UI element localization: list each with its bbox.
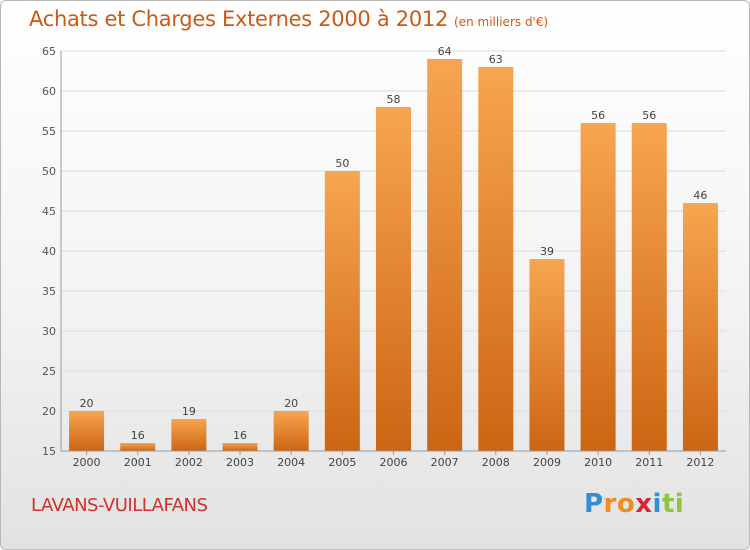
- logo-letter: r: [603, 489, 617, 519]
- chart-title-text: Achats et Charges Externes 2000 à 2012: [29, 7, 449, 31]
- y-tick-label: 30: [42, 325, 56, 338]
- y-tick-label: 45: [42, 205, 56, 218]
- bar-value-label: 39: [540, 245, 554, 258]
- bar: [478, 67, 514, 451]
- x-tick-label: 2005: [328, 456, 356, 469]
- x-tick-label: 2000: [73, 456, 101, 469]
- bar: [529, 259, 565, 451]
- x-tick-label: 2002: [175, 456, 203, 469]
- bar-value-label: 64: [438, 45, 452, 58]
- x-tick-label: 2008: [482, 456, 510, 469]
- chart-subtitle: (en milliers d'€): [454, 15, 549, 29]
- bar: [376, 107, 411, 451]
- logo-letter: i: [674, 489, 685, 519]
- bar-value-label: 16: [131, 429, 145, 442]
- y-tick-label: 40: [42, 245, 56, 258]
- bar-value-label: 16: [233, 429, 247, 442]
- location-name: LAVANS-VUILLAFANS: [31, 495, 208, 516]
- bar: [69, 411, 105, 451]
- x-tick-label: 2011: [635, 456, 663, 469]
- x-tick-label: 2001: [124, 456, 152, 469]
- x-tick-label: 2006: [380, 456, 408, 469]
- proxiti-logo: Proxiti: [584, 489, 684, 519]
- y-tick-label: 35: [42, 285, 56, 298]
- y-tick-label: 55: [42, 125, 56, 138]
- bar-value-label: 19: [182, 405, 196, 418]
- x-tick-label: 2004: [277, 456, 305, 469]
- chart-title: Achats et Charges Externes 2000 à 2012 (e…: [29, 7, 548, 31]
- bar-value-label: 20: [80, 397, 94, 410]
- bar-value-label: 63: [489, 53, 503, 66]
- logo-letter: P: [584, 489, 604, 519]
- bar-value-label: 50: [335, 157, 349, 170]
- y-tick-label: 60: [42, 85, 56, 98]
- logo-letter: t: [661, 489, 675, 519]
- y-tick-label: 15: [42, 445, 56, 458]
- x-tick-label: 2003: [226, 456, 254, 469]
- y-tick-label: 25: [42, 365, 56, 378]
- bar-value-label: 46: [693, 189, 707, 202]
- y-tick-label: 50: [42, 165, 56, 178]
- bar: [580, 123, 616, 451]
- y-tick-label: 20: [42, 405, 56, 418]
- bar: [427, 59, 463, 451]
- bar: [171, 419, 207, 451]
- x-tick-label: 2009: [533, 456, 561, 469]
- bar-value-label: 56: [591, 109, 605, 122]
- logo-letter: i: [652, 489, 662, 519]
- x-tick-label: 2012: [686, 456, 714, 469]
- bar: [120, 443, 156, 451]
- x-tick-label: 2010: [584, 456, 612, 469]
- logo-letter: o: [616, 489, 636, 519]
- logo-letter: x: [635, 489, 653, 519]
- bar: [631, 123, 667, 451]
- x-tick-label: 2007: [431, 456, 459, 469]
- bar: [682, 203, 718, 451]
- bar-value-label: 56: [642, 109, 656, 122]
- bar: [222, 443, 258, 451]
- y-tick-label: 65: [42, 45, 56, 58]
- bar-value-label: 58: [387, 93, 401, 106]
- bar: [273, 411, 309, 451]
- bar-value-label: 20: [284, 397, 298, 410]
- bar: [324, 171, 360, 451]
